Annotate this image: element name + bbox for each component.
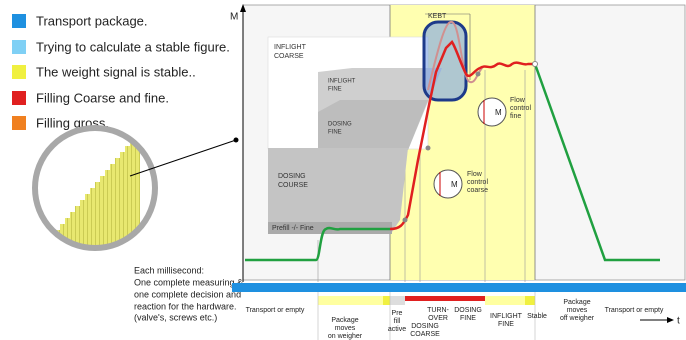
legend-swatch: [12, 14, 26, 28]
phase-label: fill: [394, 318, 401, 325]
motor-label: M: [451, 180, 458, 189]
phase-label: INFLIGHT: [490, 313, 523, 320]
y-axis-label: M: [230, 12, 238, 23]
note-line: (valve's, screws etc.): [134, 312, 217, 322]
flow-label: coarse: [467, 187, 488, 194]
phase-label: FINE: [460, 315, 476, 322]
plot: M INFLIGHT COARSE INFLIGHT FINE DOSING F…: [230, 4, 685, 282]
phase-label: TURN-: [427, 307, 449, 314]
flow-label: fine: [510, 113, 521, 120]
legend-label: Trying to calculate a stable figure.: [36, 39, 230, 54]
page: Transport package. Trying to calculate a…: [0, 0, 686, 340]
phase-label: COARSE: [410, 331, 440, 338]
legend-label: Filling Coarse and fine.: [36, 90, 169, 105]
phase-labels: Transport or empty Package moves on weig…: [246, 299, 664, 340]
legend-label: The weight signal is stable..: [36, 64, 196, 79]
phase-label: DOSING: [454, 307, 482, 314]
phase-label: active: [388, 326, 406, 333]
x-axis-label: t: [677, 316, 680, 327]
note: Each millisecond: One complete measuring…: [134, 265, 243, 322]
phase-label: off weigher: [560, 315, 595, 322]
zone-label: FINE: [328, 130, 342, 136]
phase-label: FINE: [498, 321, 514, 328]
phase-label: Package: [331, 317, 358, 324]
legend-swatch: [12, 91, 26, 105]
phase-label: moves: [335, 325, 356, 332]
phase-label: moves: [567, 307, 588, 314]
phase-label: on weigher: [328, 333, 363, 340]
note-line: One complete measuring &: [134, 277, 243, 287]
phase-label: Pre: [392, 310, 403, 317]
zone-label: INFLIGHT: [328, 79, 356, 85]
legend-swatch: [12, 40, 26, 54]
flow-label: Flow: [510, 97, 526, 104]
phase-label: DOSING: [411, 323, 439, 330]
note-line: Each millisecond:: [134, 265, 204, 275]
zone-label: DOSING: [278, 173, 306, 180]
phase-label: Transport or empty: [246, 307, 305, 314]
zone-label: DOSING: [328, 122, 352, 128]
legend-swatch: [12, 65, 26, 79]
zone-label: COARSE: [274, 53, 304, 60]
legend: Transport package. Trying to calculate a…: [12, 13, 230, 130]
zone-label: Prefill -/- Fine: [272, 225, 314, 232]
legend-label: Transport package.: [36, 13, 148, 28]
phase-label: OVER: [428, 315, 448, 322]
flow-label: control: [510, 105, 531, 112]
legend-swatch: [12, 116, 26, 130]
zone-label: COURSE: [278, 182, 308, 189]
diagram: Transport package. Trying to calculate a…: [0, 0, 686, 340]
note-line: reaction for the hardware.: [134, 301, 237, 311]
flow-label: Flow: [467, 171, 483, 178]
zone-label: FINE: [328, 87, 342, 93]
phase-label: Transport or empty: [605, 307, 664, 314]
zone-label: INFLIGHT: [274, 44, 307, 51]
note-line: one complete decision and: [134, 289, 241, 299]
magnifier: [35, 128, 239, 250]
phase-label: Package: [563, 299, 590, 306]
phase-label: Stable: [527, 313, 547, 320]
motor-label: M: [495, 108, 502, 117]
flow-label: control: [467, 179, 488, 186]
zone-label: KEBT: [428, 13, 447, 20]
